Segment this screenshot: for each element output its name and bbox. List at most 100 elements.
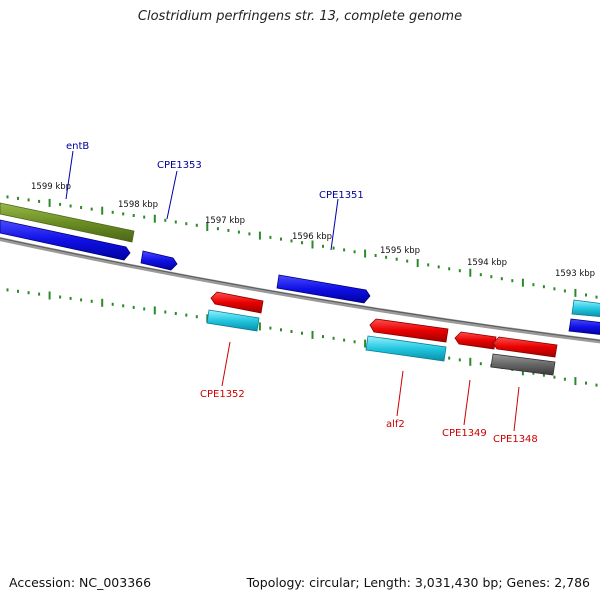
minor-tick bbox=[6, 195, 9, 199]
minor-tick bbox=[122, 212, 125, 216]
minor-tick bbox=[290, 239, 293, 243]
minor-tick bbox=[553, 287, 556, 291]
gene-label-alf2[interactable]: alf2 bbox=[386, 419, 405, 430]
minor-tick bbox=[301, 241, 303, 245]
minor-tick bbox=[353, 340, 356, 344]
minor-tick bbox=[532, 371, 535, 375]
minor-tick bbox=[353, 250, 356, 254]
entb-feature[interactable] bbox=[0, 202, 135, 243]
minor-tick bbox=[322, 335, 324, 339]
minor-tick bbox=[80, 298, 83, 302]
major-tick bbox=[364, 339, 367, 348]
minor-tick bbox=[237, 230, 240, 234]
minor-tick bbox=[406, 259, 409, 263]
minor-tick bbox=[532, 283, 535, 287]
cpe1352-leader bbox=[221, 341, 231, 387]
minor-tick bbox=[69, 204, 72, 208]
upper-tick-track bbox=[6, 195, 598, 299]
minor-tick bbox=[6, 288, 9, 292]
major-tick bbox=[153, 214, 156, 223]
minor-tick bbox=[332, 246, 335, 250]
tick-label: 1598 kbp bbox=[118, 200, 158, 210]
major-tick bbox=[101, 206, 104, 215]
minor-tick bbox=[164, 218, 167, 222]
map-title: Clostridium perfringens str. 13, complet… bbox=[137, 9, 463, 24]
minor-tick bbox=[332, 336, 335, 340]
tick-label: 1594 kbp bbox=[467, 258, 507, 268]
major-tick bbox=[469, 357, 472, 366]
minor-tick bbox=[585, 293, 587, 297]
forward-gene-right[interactable] bbox=[568, 318, 600, 335]
alf2-gene[interactable] bbox=[369, 318, 449, 343]
gene-label-cpe1353[interactable]: CPE1353 bbox=[157, 160, 202, 171]
minor-tick bbox=[90, 299, 93, 303]
cpe1352-gene[interactable] bbox=[210, 291, 264, 314]
alf2-leader bbox=[396, 370, 404, 417]
forward-gene-left[interactable] bbox=[0, 219, 131, 261]
major-tick bbox=[469, 268, 472, 277]
minor-tick bbox=[195, 315, 198, 319]
tick-label: 1599 kbp bbox=[31, 182, 71, 192]
major-tick bbox=[416, 259, 419, 267]
cpe1351-gene[interactable] bbox=[276, 274, 371, 304]
minor-tick bbox=[542, 285, 545, 289]
cpe1348-gene[interactable] bbox=[492, 336, 558, 358]
lower-tick-track bbox=[6, 288, 598, 387]
minor-tick bbox=[385, 255, 388, 259]
minor-tick bbox=[122, 304, 125, 308]
gene-gray-feature[interactable] bbox=[490, 353, 556, 376]
minor-tick bbox=[511, 279, 514, 283]
major-tick bbox=[311, 240, 314, 249]
gene-label-entb[interactable]: entB bbox=[66, 141, 89, 152]
minor-tick bbox=[374, 254, 377, 257]
major-tick bbox=[574, 288, 577, 297]
cpe1349-gene[interactable] bbox=[454, 331, 497, 350]
minor-tick bbox=[322, 244, 324, 248]
minor-tick bbox=[427, 263, 430, 267]
minor-tick bbox=[143, 215, 146, 219]
minor-tick bbox=[27, 198, 30, 202]
gene-label-cpe1348[interactable]: CPE1348 bbox=[493, 434, 538, 445]
minor-tick bbox=[227, 228, 230, 232]
minor-tick bbox=[269, 235, 272, 239]
tick-label: 1597 kbp bbox=[205, 216, 245, 226]
gene-label-cpe1349[interactable]: CPE1349 bbox=[442, 428, 487, 439]
minor-tick bbox=[490, 275, 493, 279]
cpe1353-gene[interactable] bbox=[140, 250, 178, 271]
minor-tick bbox=[80, 206, 83, 209]
cpe1352-cds[interactable] bbox=[206, 309, 260, 332]
minor-tick bbox=[395, 257, 398, 261]
cpe1348-leader bbox=[513, 386, 520, 432]
minor-tick bbox=[174, 312, 177, 315]
minor-tick bbox=[595, 383, 598, 387]
cpe1353-leader bbox=[166, 170, 178, 220]
minor-tick bbox=[90, 207, 93, 211]
major-tick bbox=[48, 198, 51, 207]
genome-backbone bbox=[0, 237, 600, 344]
genome-summary: Topology: circular; Length: 3,031,430 bp… bbox=[246, 575, 590, 590]
major-tick bbox=[206, 223, 209, 231]
major-tick bbox=[364, 249, 367, 258]
minor-tick bbox=[59, 202, 62, 206]
forward-gene-right-cds[interactable] bbox=[571, 299, 600, 317]
minor-tick bbox=[185, 313, 188, 317]
minor-tick bbox=[38, 292, 41, 296]
minor-tick bbox=[27, 291, 30, 295]
gene-label-cpe1352[interactable]: CPE1352 bbox=[200, 389, 245, 400]
minor-tick bbox=[458, 358, 461, 362]
minor-tick bbox=[585, 381, 587, 385]
minor-tick bbox=[195, 223, 198, 227]
minor-tick bbox=[343, 338, 346, 342]
minor-tick bbox=[479, 362, 482, 366]
alf2-cds[interactable] bbox=[365, 335, 447, 362]
minor-tick bbox=[17, 289, 19, 293]
tick-label: 1593 kbp bbox=[555, 269, 595, 279]
minor-tick bbox=[269, 326, 272, 330]
major-tick bbox=[48, 291, 51, 300]
minor-tick bbox=[542, 373, 545, 377]
minor-tick bbox=[301, 331, 303, 335]
minor-tick bbox=[437, 265, 440, 269]
gene-label-cpe1351[interactable]: CPE1351 bbox=[319, 190, 364, 201]
minor-tick bbox=[280, 328, 282, 332]
